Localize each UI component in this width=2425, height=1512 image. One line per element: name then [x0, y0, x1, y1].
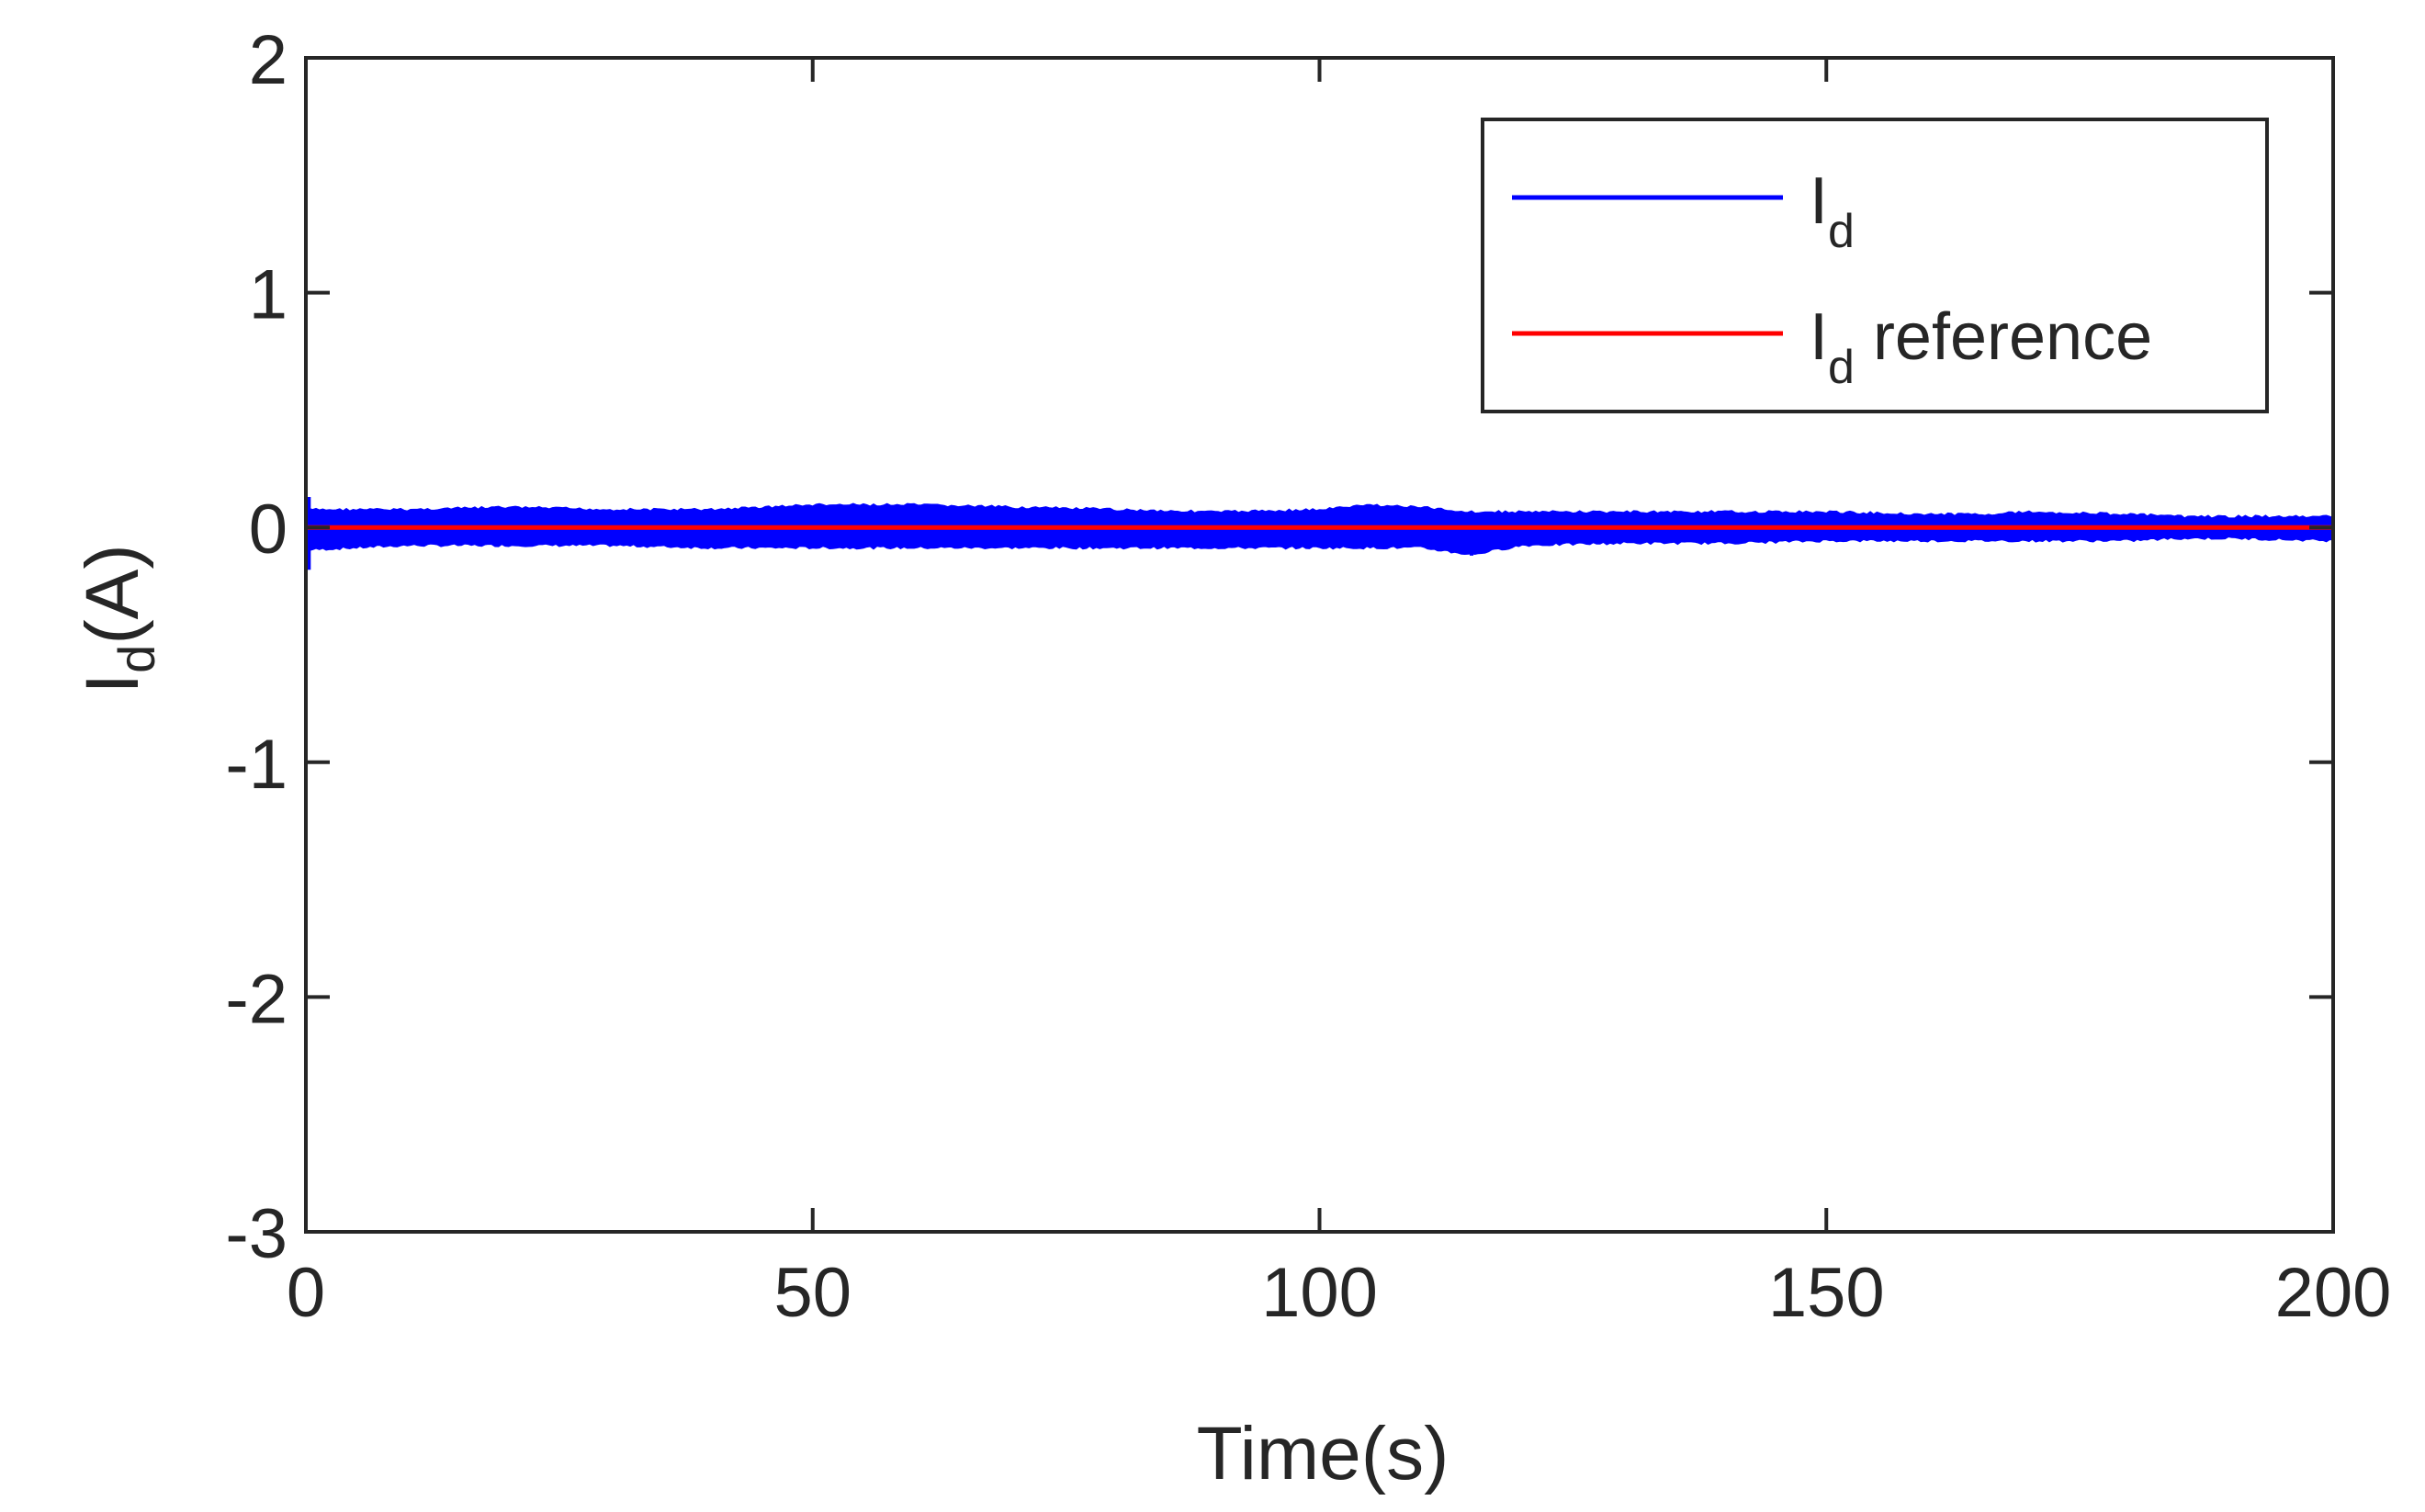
- legend-entry-sub: d: [1828, 341, 1855, 394]
- y-tick-label: -3: [225, 1195, 288, 1273]
- legend-entry-suffix: reference: [1855, 300, 2152, 374]
- y-axis-label: Id(A): [71, 544, 165, 694]
- y-axis-label-suffix: (A): [71, 544, 154, 644]
- legend-entry: Id reference: [1810, 300, 2152, 394]
- x-tick-label: 150: [1768, 1254, 1885, 1332]
- axes: [304, 56, 2335, 1234]
- tick-labels: 0 50 100 150 200 -3 -2 -1 0 1 2: [225, 21, 2391, 1332]
- x-tick-label: 200: [2275, 1254, 2392, 1332]
- x-tick-label: 0: [287, 1254, 325, 1332]
- y-axis-label-sub: d: [107, 645, 165, 673]
- legend-entry: Id: [1810, 164, 1855, 258]
- legend-box: [1481, 118, 2269, 413]
- series-layer: [305, 496, 2334, 570]
- y-tick-label: 0: [249, 491, 288, 569]
- legend-entry-base: I: [1810, 164, 1828, 238]
- y-axis-label-base: I: [71, 673, 154, 694]
- axis-labels: Time(s) Id(A): [71, 544, 1449, 1495]
- y-tick-label: -1: [225, 726, 288, 804]
- x-axis-label: Time(s): [1197, 1412, 1449, 1495]
- y-tick-label: 2: [249, 21, 288, 99]
- y-tick-label: 1: [249, 256, 288, 334]
- x-tick-label: 100: [1261, 1254, 1378, 1332]
- legend-entry-sub: d: [1828, 205, 1855, 258]
- x-tick-label: 50: [773, 1254, 852, 1332]
- y-tick-label: -2: [225, 960, 288, 1038]
- legend-entry-base: I: [1810, 300, 1828, 374]
